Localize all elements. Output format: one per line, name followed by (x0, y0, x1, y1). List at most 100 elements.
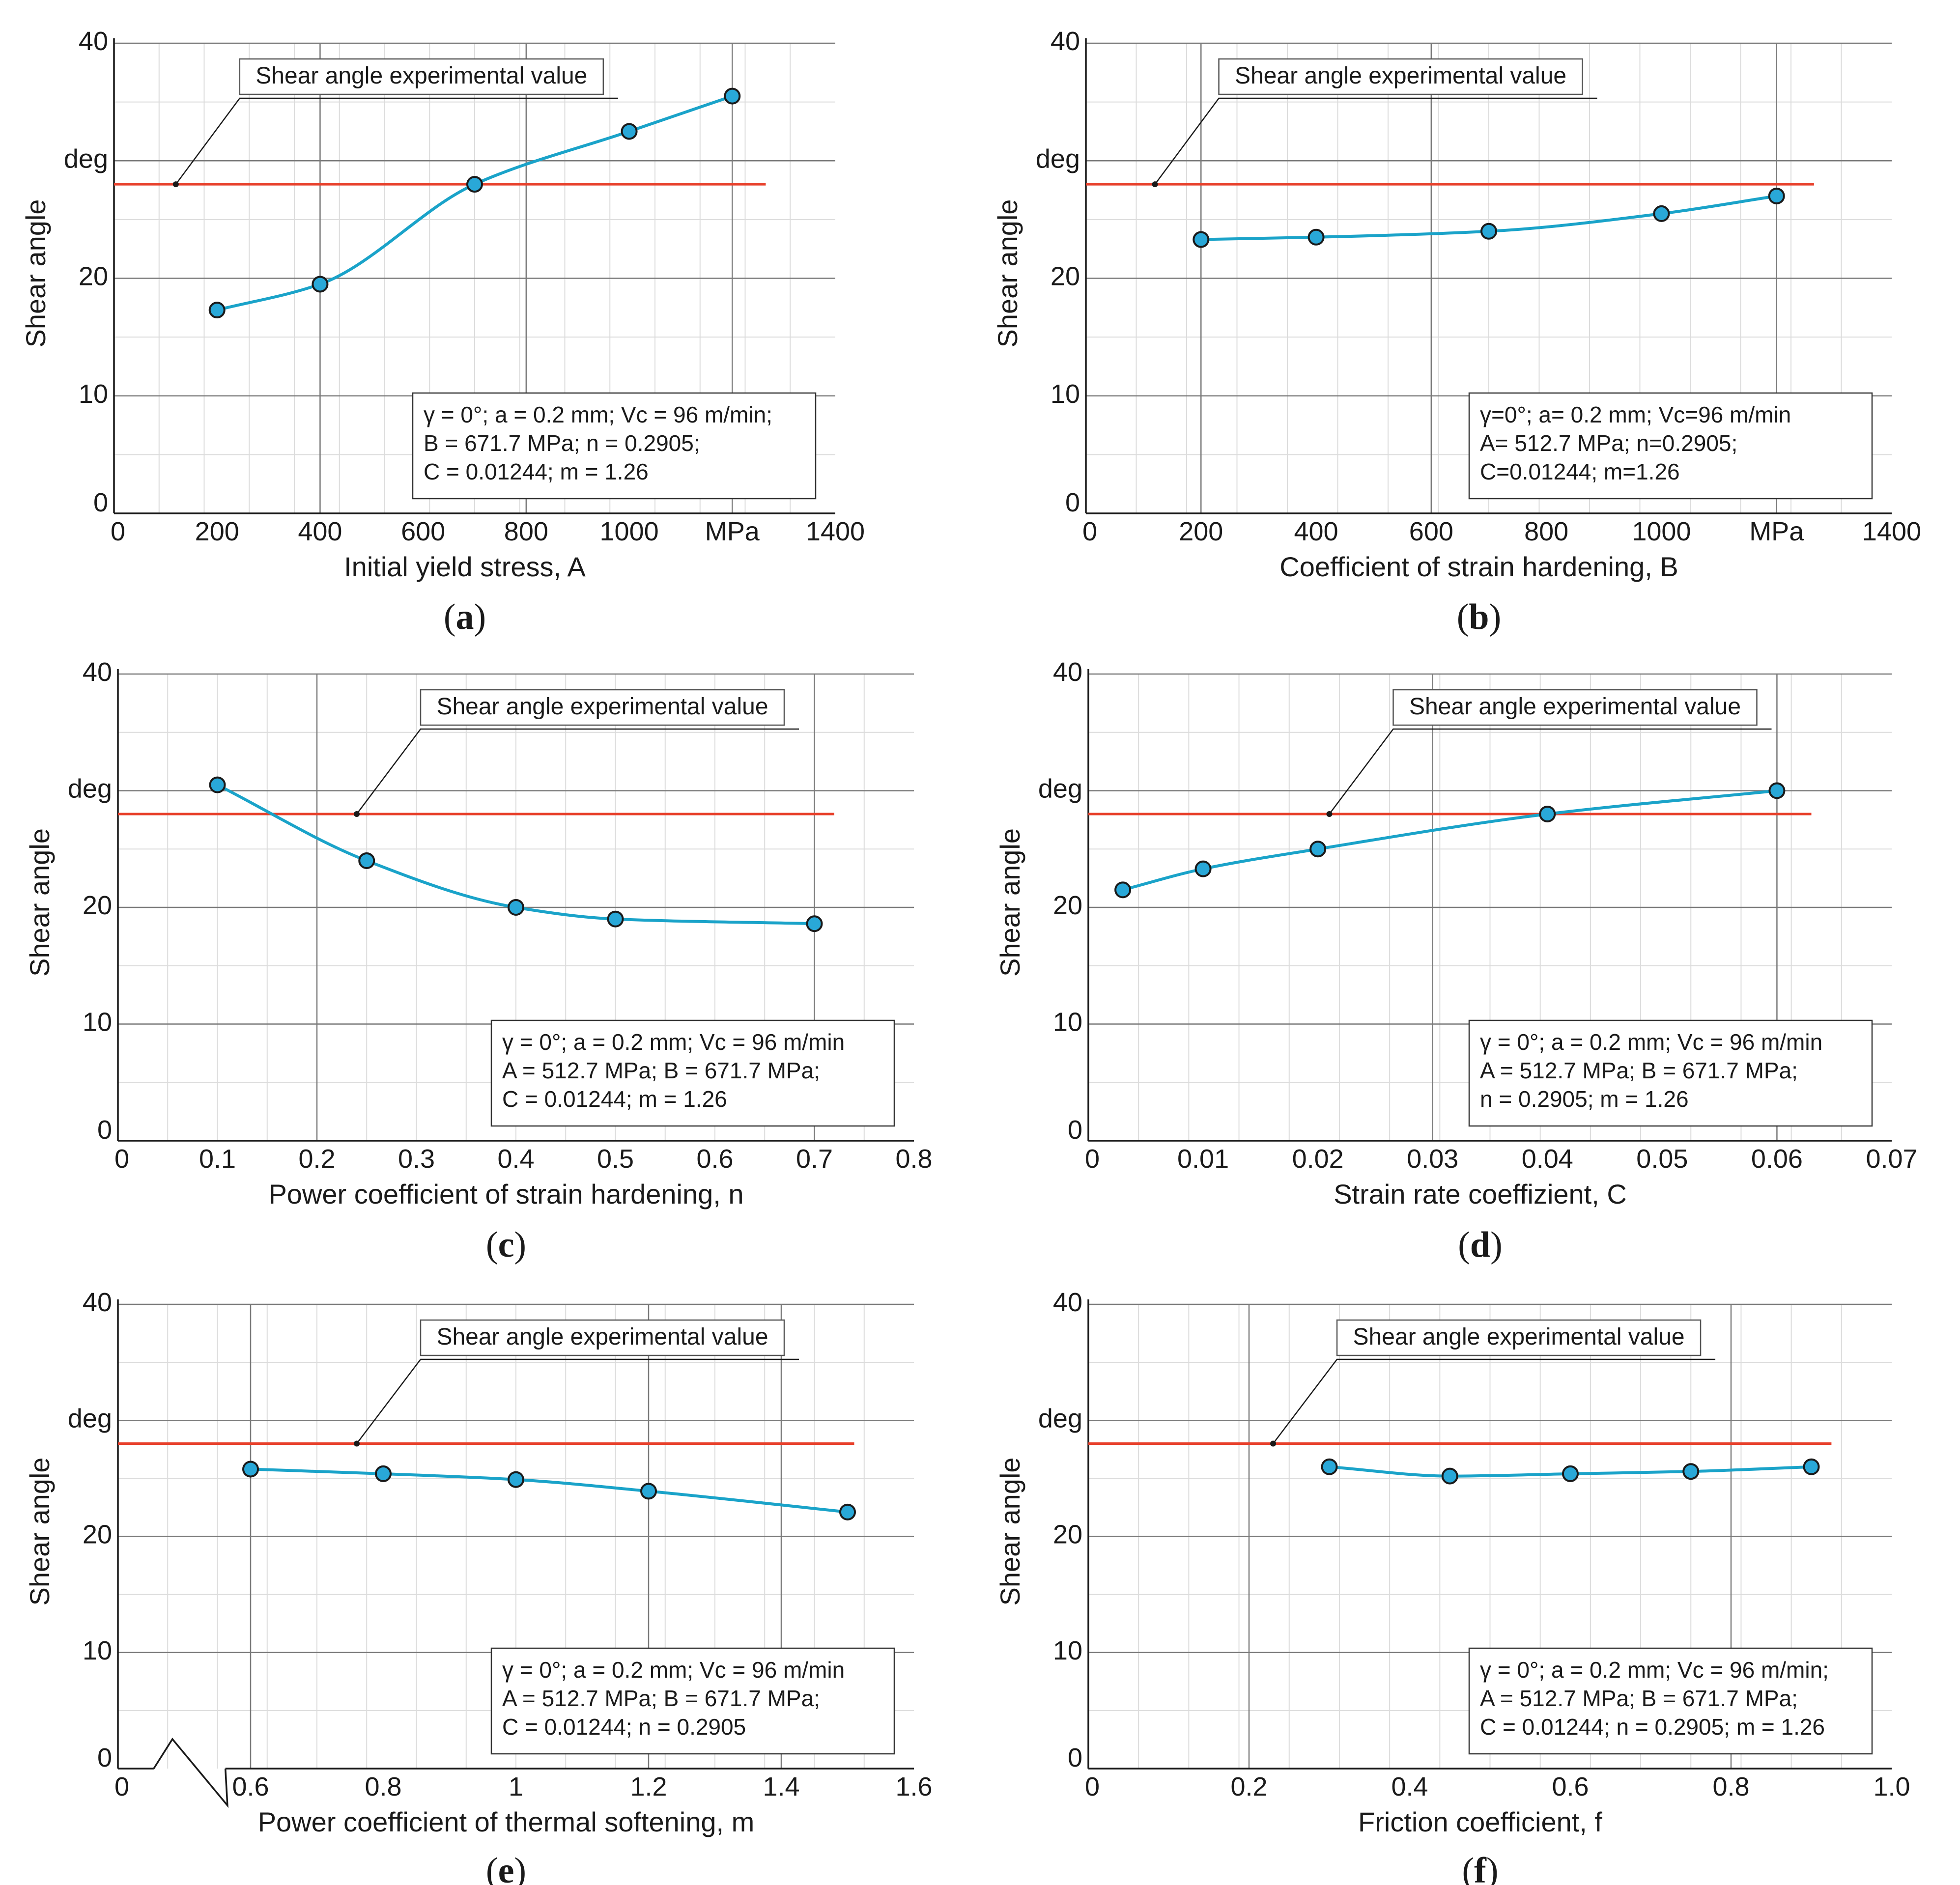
conditions-box (1468, 1019, 1873, 1127)
conditions-line: A = 512.7 MPa; B = 671.7 MPa; (502, 1058, 820, 1083)
caption-letter: f (1474, 1851, 1487, 1885)
data-point (466, 176, 483, 193)
x-tick-label: 0.01 (1177, 1144, 1229, 1174)
y-tick-label: 40 (1051, 27, 1080, 56)
chart-panel-e: 0 10 20 deg 40 0 0.6 0.8 1 1.2 1.4 1.6 Power coeffic… (24, 1288, 933, 1885)
x-axis-label: Power coefficient of thermal softening, … (258, 1806, 755, 1837)
conditions-line: n = 0.2905; m = 1.26 (1480, 1086, 1689, 1112)
y-tick-label: 40 (1053, 1288, 1082, 1317)
x-tick-label: 0.02 (1292, 1144, 1344, 1174)
caption-letter: d (1470, 1225, 1490, 1265)
x-tick-label: 400 (298, 517, 342, 546)
y-axis-label: Shear angle (24, 1457, 55, 1605)
conditions-line: γ=0°; a= 0.2 mm; Vc=96 m/min (1480, 402, 1791, 427)
conditions-line: γ = 0°; a = 0.2 mm; Vc = 96 m/min (502, 1029, 845, 1055)
data-point (312, 276, 329, 293)
reference-label-box (420, 689, 785, 726)
x-axis-label: Coefficient of strain hardening, B (1279, 551, 1678, 582)
y-tick-label: 0 (1068, 1743, 1082, 1772)
y-tick-label: 0 (1065, 488, 1080, 517)
x-tick-label: MPa (1749, 517, 1804, 546)
conditions-line: C = 0.01244; n = 0.2905; m = 1.26 (1480, 1714, 1825, 1740)
data-point (1194, 860, 1212, 877)
reference-label: Shear angle experimental value (436, 1324, 768, 1350)
y-tick-label: 10 (83, 1636, 112, 1665)
y-tick-label: 10 (1053, 1636, 1082, 1665)
data-point (358, 852, 375, 869)
reference-label: Shear angle experimental value (1353, 1324, 1685, 1350)
conditions-line: C=0.01244; m=1.26 (1480, 459, 1680, 484)
data-point (1114, 881, 1132, 899)
data-point (1321, 1458, 1338, 1475)
caption-letter: c (498, 1225, 514, 1265)
x-tick-label: 1.6 (895, 1772, 932, 1801)
x-tick-label: 0.8 (1712, 1772, 1749, 1801)
caption-open: ( (486, 1851, 498, 1885)
x-tick-label: 400 (1294, 517, 1338, 546)
conditions-box (1468, 1647, 1873, 1755)
series-line (250, 1467, 848, 1514)
caption-open: ( (1462, 1851, 1475, 1885)
data-point (1539, 806, 1556, 822)
x-tick-label: 600 (1409, 517, 1453, 546)
x-tick-label: 1000 (1632, 517, 1691, 546)
data-point (1768, 782, 1786, 799)
panel-caption: (d) (1458, 1225, 1502, 1265)
x-tick-label: 800 (1524, 517, 1568, 546)
y-tick-label: 20 (1053, 891, 1082, 920)
x-tick-label: 0.7 (796, 1144, 833, 1174)
conditions-line: γ = 0°; a = 0.2 mm; Vc = 96 m/min; (424, 402, 772, 427)
y-tick-label: deg (1038, 774, 1082, 804)
data-point (1480, 223, 1497, 240)
y-axis-label: Shear angle (20, 199, 51, 347)
reference-label-box (1336, 1319, 1702, 1356)
conditions-box (1468, 392, 1873, 500)
data-point (1307, 228, 1325, 246)
conditions-line: C = 0.01244; n = 0.2905 (502, 1714, 746, 1740)
data-point (209, 776, 226, 793)
caption-close: ) (514, 1851, 526, 1885)
conditions-line: γ = 0°; a = 0.2 mm; Vc = 96 m/min; (1480, 1657, 1829, 1683)
x-tick-label: 1400 (1862, 517, 1921, 546)
data-point (375, 1465, 392, 1482)
y-tick-label: 20 (1051, 262, 1080, 291)
caption-close: ) (1490, 1225, 1503, 1265)
panel-caption: (e) (486, 1851, 526, 1885)
x-tick-label: 0.8 (895, 1144, 932, 1174)
reference-label: Shear angle experimental value (436, 694, 768, 720)
y-tick-label: 20 (1053, 1520, 1082, 1549)
x-tick-label: 0.06 (1751, 1144, 1803, 1174)
y-tick-label: deg (1036, 144, 1080, 173)
reference-label: Shear angle experimental value (256, 63, 587, 89)
leader-line (1329, 728, 1772, 815)
y-tick-label: deg (64, 144, 108, 173)
x-tick-label: 1.4 (763, 1772, 799, 1801)
y-tick-label: 0 (97, 1115, 112, 1145)
x-tick-label: 1400 (806, 517, 865, 546)
reference-label-box (239, 58, 604, 95)
x-tick-label: 0.4 (497, 1144, 534, 1174)
panel-caption: (b) (1457, 597, 1501, 637)
y-tick-label: 20 (83, 1520, 112, 1549)
reference-label: Shear angle experimental value (1409, 694, 1741, 720)
caption-open: ( (1458, 1225, 1470, 1265)
data-point (1653, 205, 1670, 222)
x-tick-label: 200 (195, 517, 239, 546)
leader-line (356, 1358, 799, 1444)
data-point (508, 1471, 524, 1488)
y-tick-label: 40 (83, 1288, 112, 1317)
x-tick-label: 0.04 (1522, 1144, 1573, 1174)
y-axis-label: Shear angle (994, 1457, 1025, 1605)
x-tick-label: 0.3 (398, 1144, 435, 1174)
y-tick-label: 0 (97, 1743, 112, 1772)
x-tick-label: 200 (1179, 517, 1223, 546)
leader-line (356, 728, 799, 815)
y-tick-label: 0 (93, 488, 108, 517)
panel-caption: (c) (486, 1225, 526, 1265)
x-axis-label: Power coefficient of strain hardening, n (268, 1179, 743, 1210)
x-tick-label: 0 (111, 517, 125, 546)
conditions-line: A= 512.7 MPa; n=0.2905; (1480, 430, 1737, 456)
x-tick-label: 0.05 (1636, 1144, 1688, 1174)
y-axis-label: Shear angle (24, 828, 55, 977)
